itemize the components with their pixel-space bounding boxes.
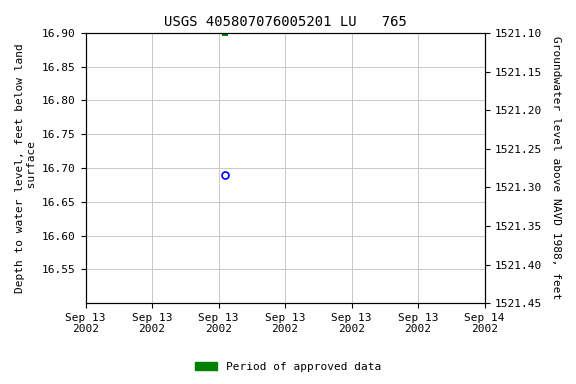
- Y-axis label: Depth to water level, feet below land
 surface: Depth to water level, feet below land su…: [15, 43, 37, 293]
- Y-axis label: Groundwater level above NAVD 1988, feet: Groundwater level above NAVD 1988, feet: [551, 36, 561, 300]
- Title: USGS 405807076005201 LU   765: USGS 405807076005201 LU 765: [164, 15, 407, 29]
- Legend: Period of approved data: Period of approved data: [191, 358, 385, 377]
